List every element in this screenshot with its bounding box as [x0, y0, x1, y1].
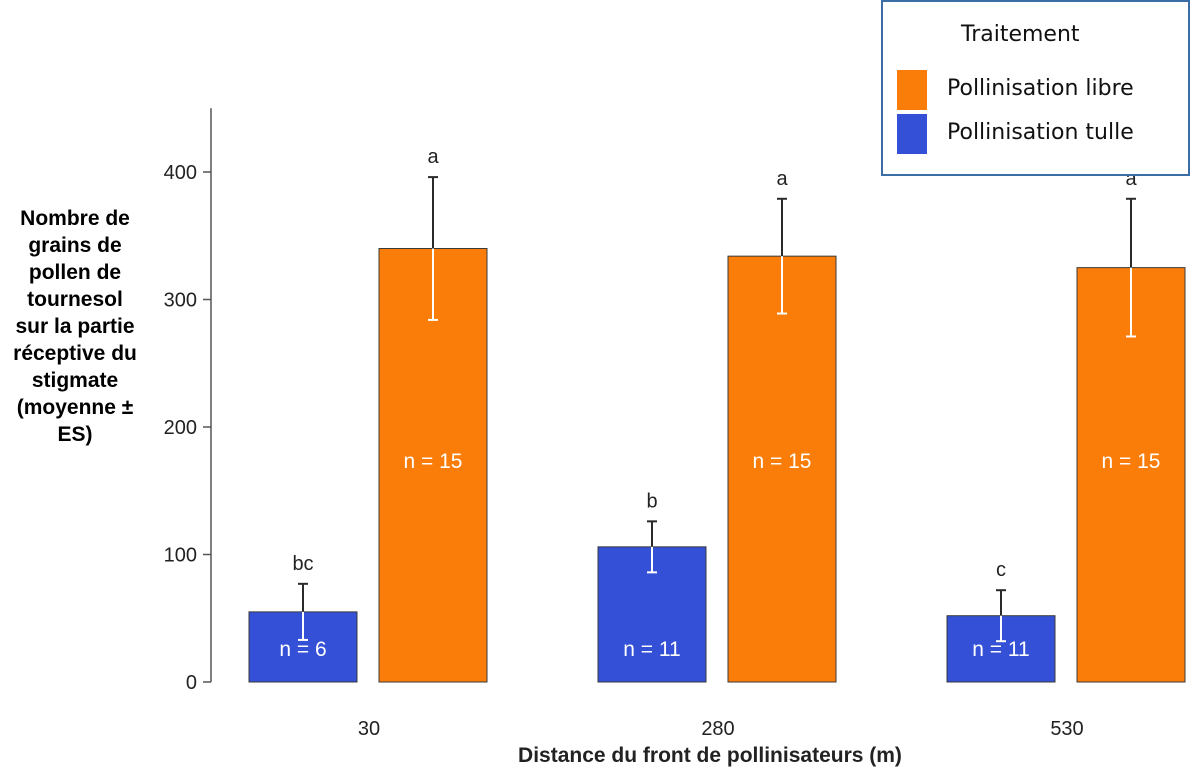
- x-axis-label: Distance du front de pollinisateurs (m): [518, 744, 902, 767]
- significance-letter: bc: [292, 553, 313, 575]
- x-tick-label: 280: [701, 718, 734, 740]
- y-axis-label-line: sur la partie: [15, 315, 135, 338]
- y-axis-label-line: réceptive du: [13, 342, 137, 365]
- y-axis-label-line: grains de: [28, 234, 122, 257]
- y-tick-label: 400: [164, 162, 197, 184]
- y-tick-label: 200: [164, 417, 197, 439]
- chart-bars: [248, 176, 1186, 683]
- n-label: n = 15: [404, 450, 463, 473]
- legend-title: Traitement: [961, 22, 1080, 47]
- legend-swatch-libre: [897, 70, 927, 110]
- legend-swatch-tulle: [897, 114, 927, 154]
- y-tick-label: 0: [186, 672, 197, 694]
- n-label: n = 11: [972, 638, 1029, 661]
- chart-labels: 30 280 530 bc n = 6 b n = 11 c n = 11 a n = 15 a n =…: [279, 146, 1160, 740]
- n-label: n = 15: [1102, 450, 1161, 473]
- legend-item-libre: Pollinisation libre: [897, 70, 1187, 110]
- y-tick-label: 100: [164, 545, 197, 567]
- significance-letter: c: [996, 559, 1006, 581]
- x-tick-label: 30: [358, 718, 380, 740]
- bar: [727, 255, 837, 683]
- n-label: n = 6: [279, 638, 326, 661]
- significance-letter: a: [427, 146, 439, 168]
- legend-item-tulle: Pollinisation tulle: [897, 114, 1187, 154]
- y-axis-label-line: ES): [57, 423, 93, 446]
- legend: Traitement Pollinisation libre Pollinisa…: [881, 0, 1190, 176]
- y-axis-label-line: pollen de: [28, 261, 122, 284]
- y-axis-label-line: tournesol: [27, 288, 123, 311]
- y-axis-label-line: Nombre de: [20, 207, 130, 230]
- y-axis-label-line: stigmate: [31, 369, 119, 392]
- legend-label-tulle: Pollinisation tulle: [947, 120, 1134, 145]
- y-axis-label-line: (moyenne ±: [16, 396, 134, 419]
- n-label: n = 11: [623, 638, 680, 661]
- n-label: n = 15: [753, 450, 812, 473]
- significance-letter: a: [776, 168, 788, 190]
- y-tick-label: 300: [164, 290, 197, 312]
- x-tick-label: 530: [1050, 718, 1083, 740]
- chart-axes: 0 100 200 300 400: [164, 108, 212, 694]
- legend-label-libre: Pollinisation libre: [947, 76, 1134, 101]
- significance-letter: b: [646, 490, 657, 512]
- y-axis-label: Nombre de grains de pollen de tournesol …: [0, 205, 150, 448]
